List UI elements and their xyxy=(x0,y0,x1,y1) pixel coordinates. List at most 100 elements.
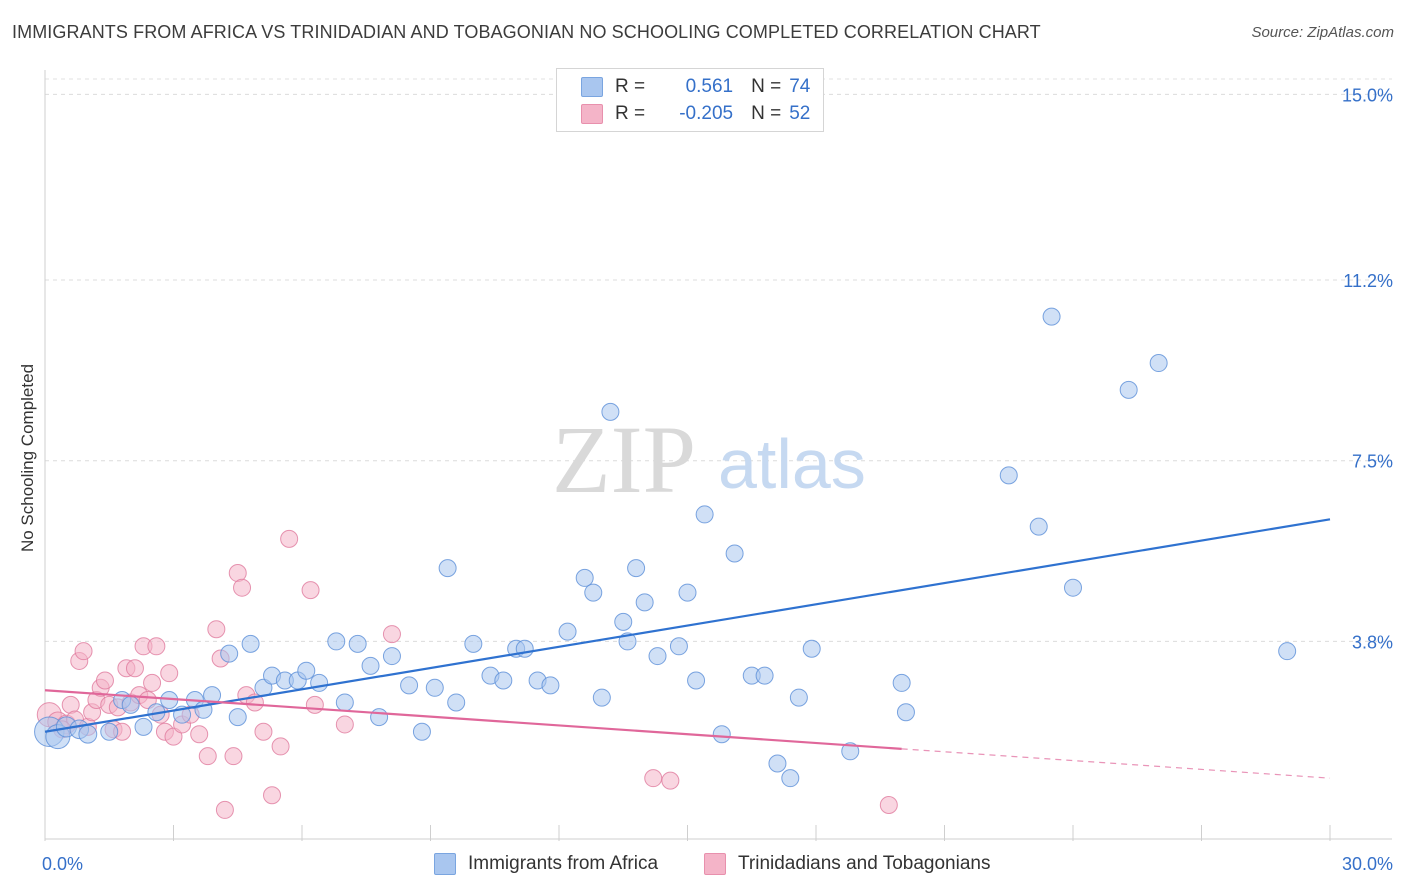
africa-point xyxy=(687,671,706,690)
africa-trend-line xyxy=(44,518,1331,733)
trinidad-point xyxy=(233,578,252,597)
africa-point xyxy=(425,678,444,697)
legend-n-label: N = xyxy=(751,103,782,124)
africa-point xyxy=(400,676,419,695)
trinidad-point xyxy=(305,695,324,714)
africa-point xyxy=(601,402,620,421)
africa-point xyxy=(515,639,534,658)
africa-point xyxy=(1119,380,1138,399)
bottom-legend-swatch-africa xyxy=(434,853,456,875)
legend-swatch-africa xyxy=(581,77,603,97)
trinidad-trend-line xyxy=(44,689,902,750)
africa-point xyxy=(755,666,774,685)
legend-swatch-trinidad xyxy=(581,104,603,124)
legend-row-trinidad: R = -0.205 N = 52 xyxy=(581,102,810,126)
bottom-legend-label-trinidad: Trinidadians and Tobagonians xyxy=(738,853,991,874)
africa-point xyxy=(310,673,329,692)
bottom-legend-swatch-trinidad xyxy=(704,853,726,875)
africa-point xyxy=(669,637,688,656)
legend-r-value: 0.561 xyxy=(685,76,734,97)
legend-r-label: R = xyxy=(615,76,646,97)
africa-point xyxy=(382,647,401,666)
africa-point xyxy=(438,559,457,578)
africa-point xyxy=(361,656,380,675)
bottom-legend-trinidad: Trinidadians and Tobagonians xyxy=(704,851,990,877)
legend-r-label: R = xyxy=(615,103,646,124)
trinidad-point xyxy=(125,659,144,678)
africa-point xyxy=(100,722,119,741)
africa-point xyxy=(228,708,247,727)
africa-point xyxy=(1029,517,1048,536)
africa-point xyxy=(241,634,260,653)
africa-point xyxy=(335,693,354,712)
trinidad-point xyxy=(661,771,680,790)
trinidad-point xyxy=(879,796,898,815)
y-axis-label: No Schooling Completed xyxy=(18,363,37,553)
bottom-legend-label-africa: Immigrants from Africa xyxy=(468,853,659,874)
chart-title: IMMIGRANTS FROM AFRICA VS TRINIDADIAN AN… xyxy=(12,22,1041,42)
x-tick-label: 0.0% xyxy=(42,854,83,874)
trinidad-point xyxy=(224,747,243,766)
africa-point xyxy=(614,612,633,631)
africa-point xyxy=(584,583,603,602)
africa-point xyxy=(327,632,346,651)
africa-point xyxy=(892,673,911,692)
africa-point xyxy=(841,742,860,761)
africa-point xyxy=(464,634,483,653)
africa-point xyxy=(447,693,466,712)
trinidad-point xyxy=(263,786,282,805)
africa-point xyxy=(1042,307,1061,326)
africa-point xyxy=(134,717,153,736)
trinidad-point xyxy=(160,664,179,683)
y-tick-label: 11.2% xyxy=(1343,271,1393,291)
africa-point xyxy=(781,769,800,788)
trinidad-point xyxy=(280,529,299,548)
grid xyxy=(45,78,1392,642)
trinidad-point xyxy=(301,581,320,600)
africa-point xyxy=(558,622,577,641)
legend-r-value: -0.205 xyxy=(679,103,734,124)
trinidad-point xyxy=(644,769,663,788)
trinidad-point xyxy=(382,625,401,644)
africa-point xyxy=(896,703,915,722)
trinidad-point xyxy=(143,673,162,692)
legend-n-label: N = xyxy=(751,76,782,97)
trinidad-point xyxy=(95,671,114,690)
bottom-legend-africa: Immigrants from Africa xyxy=(434,851,658,877)
trend-lines xyxy=(44,518,1331,779)
africa-point xyxy=(575,568,594,587)
correlation-legend: R = 0.561 N = 74 R = -0.205 N = 52 xyxy=(556,68,824,132)
africa-point xyxy=(627,559,646,578)
trinidad-point xyxy=(207,620,226,639)
africa-point xyxy=(494,671,513,690)
africa-point xyxy=(712,725,731,744)
africa-point xyxy=(678,583,697,602)
africa-point xyxy=(999,466,1018,485)
africa-point xyxy=(370,708,389,727)
trinidad-point xyxy=(271,737,290,756)
source-label: Source: ZipAtlas.com xyxy=(1251,24,1394,41)
africa-point xyxy=(78,724,98,744)
trinidad-point xyxy=(164,727,183,746)
africa-point xyxy=(635,593,654,612)
trinidad-point xyxy=(254,722,273,741)
y-tick-label: 15.0% xyxy=(1342,85,1393,105)
africa-point xyxy=(648,647,667,666)
africa-point xyxy=(348,634,367,653)
y-tick-label: 3.8% xyxy=(1352,632,1393,652)
trinidad-point xyxy=(198,747,217,766)
africa-point xyxy=(541,676,560,695)
africa-point xyxy=(789,688,808,707)
africa-point xyxy=(1149,354,1168,373)
legend-n-value: 74 xyxy=(789,76,811,97)
trinidad-point xyxy=(147,637,166,656)
trinidad-point xyxy=(74,642,93,661)
africa-point xyxy=(725,544,744,563)
africa-point xyxy=(802,639,821,658)
watermark-atlas: atlas xyxy=(718,425,866,503)
x-tick-label: 30.0% xyxy=(1342,854,1393,874)
trinidad-point xyxy=(190,725,209,744)
africa-point xyxy=(768,754,787,773)
africa-point xyxy=(121,695,140,714)
